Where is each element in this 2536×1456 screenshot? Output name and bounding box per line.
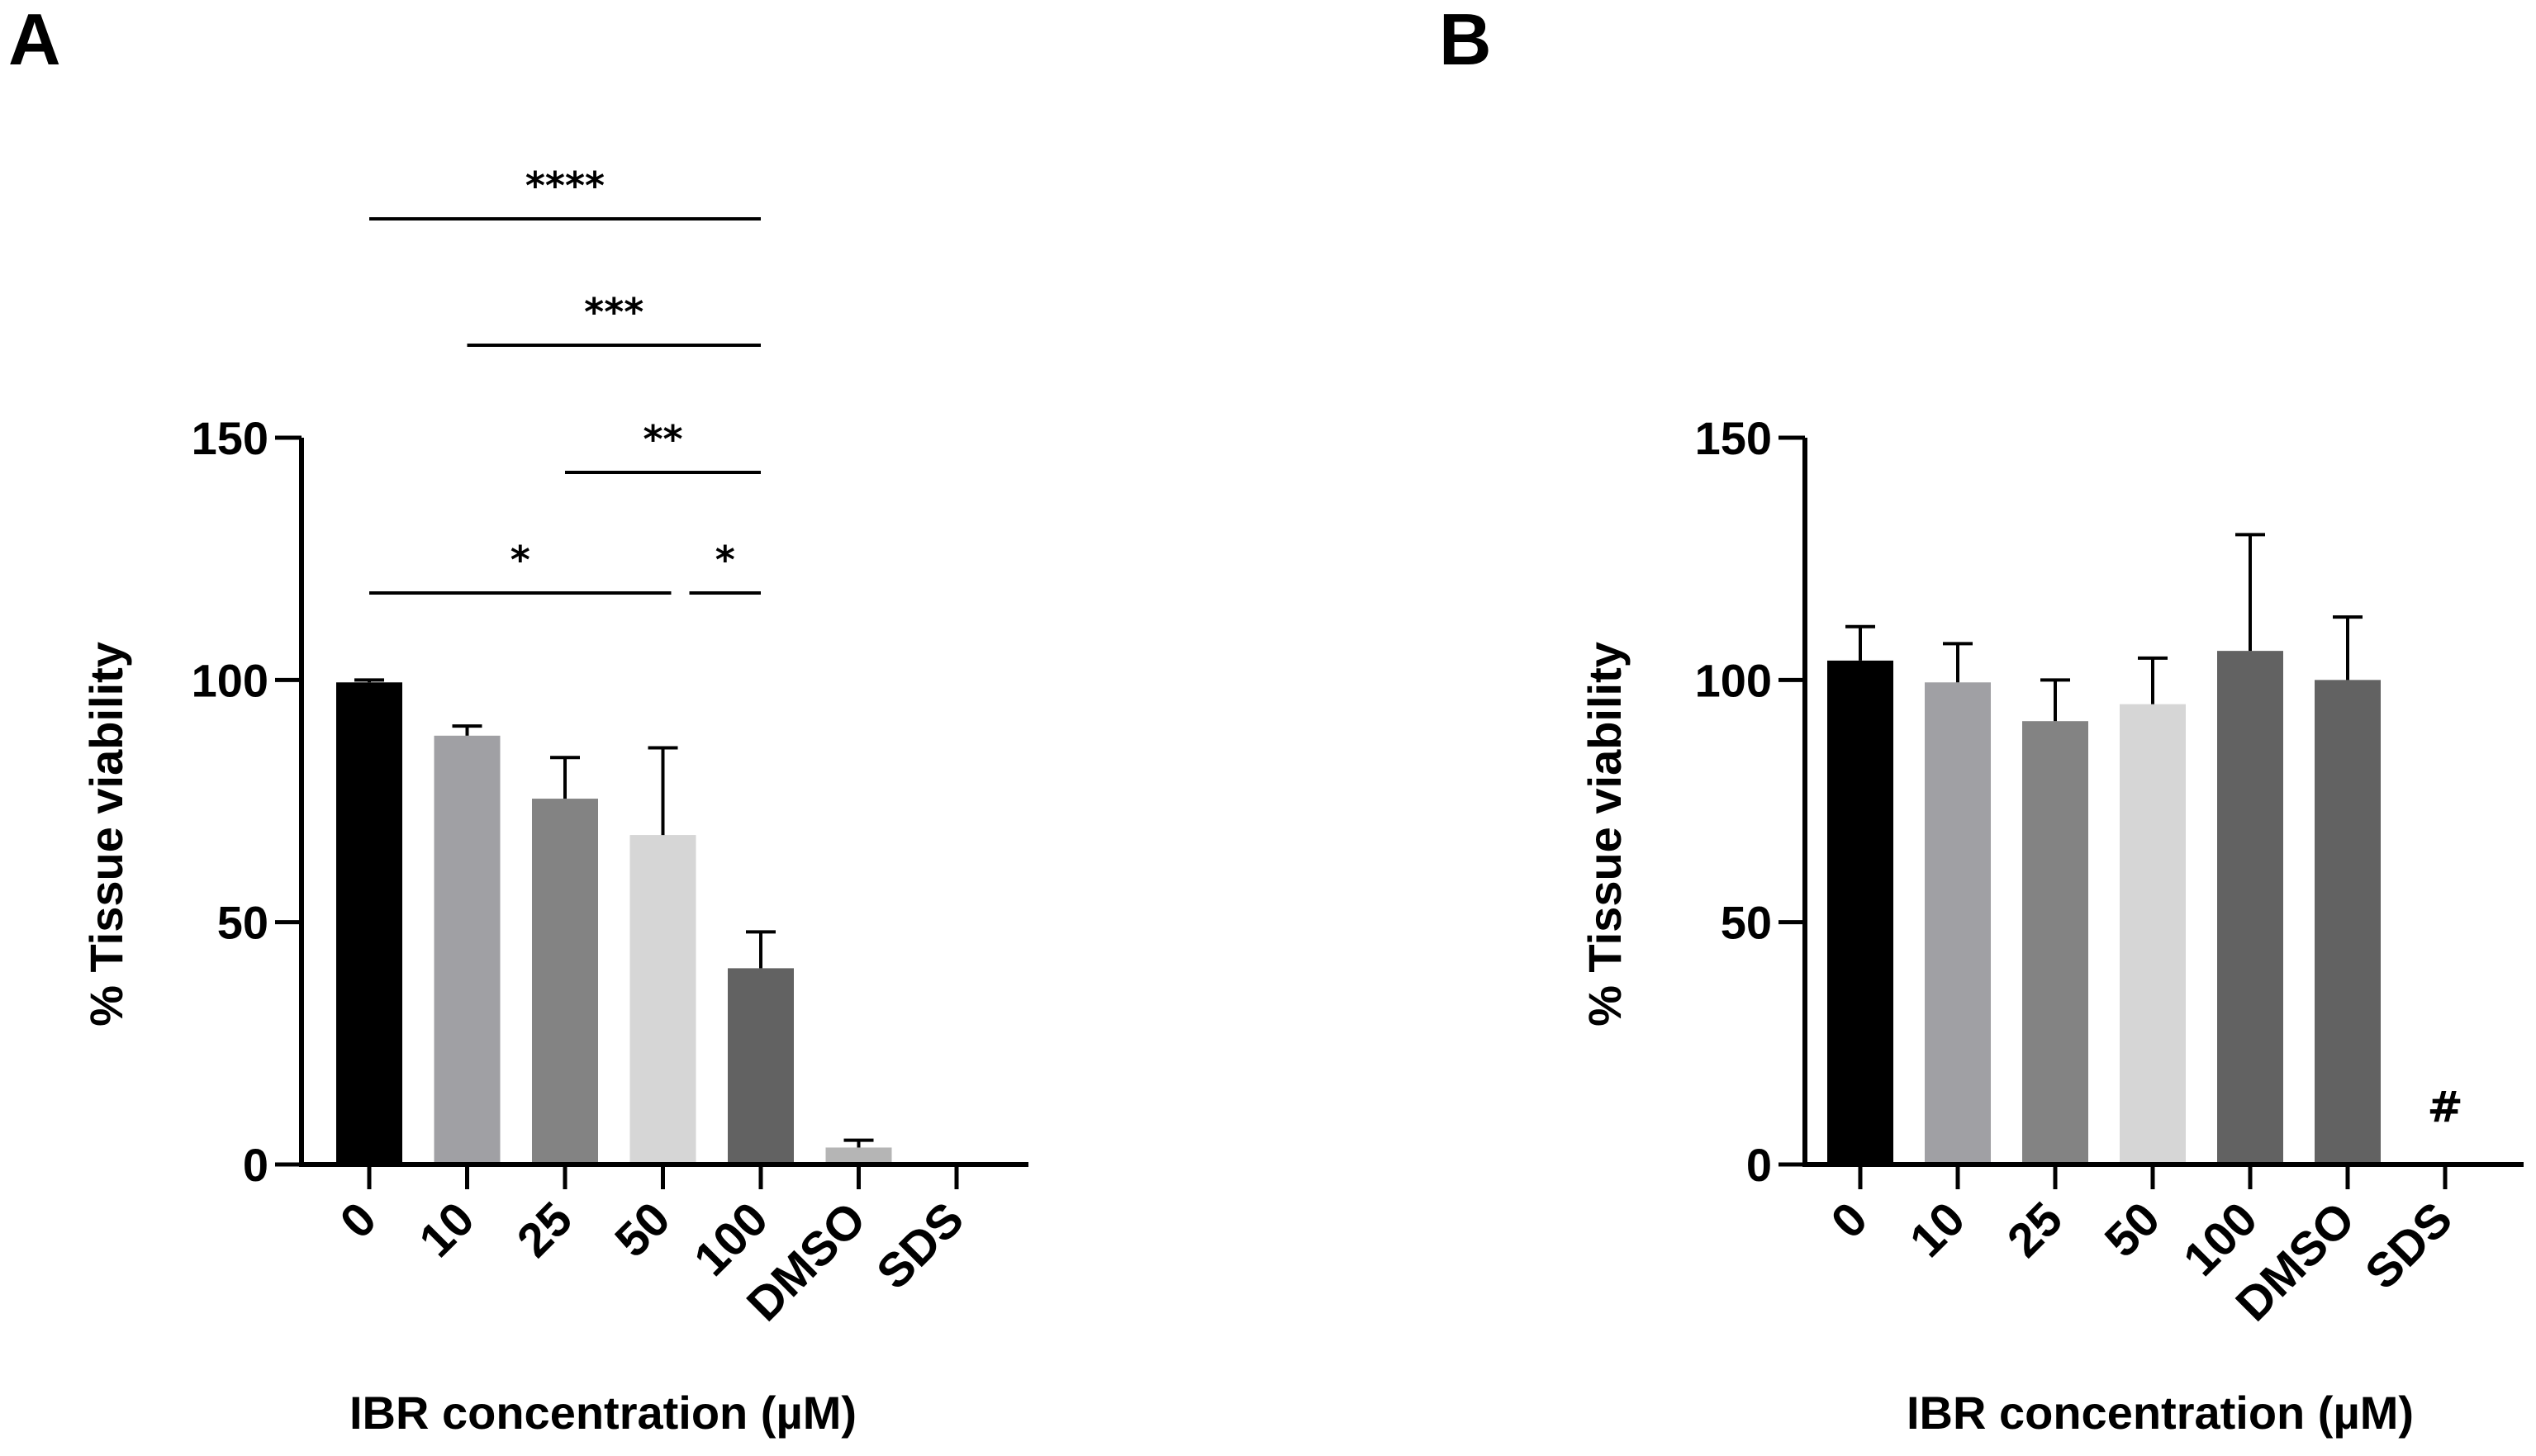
- bar-b-25: [2022, 721, 2088, 1164]
- y-tick-label-b-100: 100: [1695, 654, 1772, 706]
- x-label-a-25: 25: [507, 1192, 583, 1268]
- panel-label-b: B: [1439, 0, 1492, 80]
- y-axis-title-a: % Tissue viability: [80, 642, 132, 1027]
- bar-a-25: [532, 799, 598, 1164]
- significance-label-a-5: *: [715, 538, 735, 582]
- significance-label-a-4: *: [511, 538, 530, 582]
- x-label-b-sds: SDS: [2355, 1192, 2462, 1299]
- y-tick-label-a-100: 100: [192, 654, 268, 706]
- bar-b-0: [1827, 660, 1893, 1164]
- y-tick-label-b-0: 0: [1746, 1139, 1772, 1191]
- x-label-b-50: 50: [2095, 1192, 2171, 1268]
- y-tick-label-a-150: 150: [192, 412, 268, 464]
- x-label-a-10: 10: [409, 1192, 485, 1268]
- annotation-b-1: #: [2427, 1083, 2463, 1132]
- bar-a-dmso: [825, 1147, 892, 1164]
- x-label-b-0: 0: [1821, 1192, 1878, 1249]
- x-label-a-sds: SDS: [867, 1192, 974, 1299]
- bar-a-10: [434, 735, 501, 1164]
- x-axis-title-a: IBR concentration (µM): [349, 1387, 857, 1439]
- significance-label-a-1: ****: [525, 164, 605, 208]
- significance-label-a-3: **: [643, 417, 682, 462]
- x-label-b-25: 25: [1997, 1192, 2073, 1268]
- x-label-a-50: 50: [605, 1192, 681, 1268]
- bar-a-100: [728, 968, 794, 1164]
- y-tick-label-b-50: 50: [1721, 897, 1772, 949]
- bar-a-50: [629, 835, 696, 1164]
- bar-b-50: [2120, 704, 2186, 1164]
- bar-a-0: [336, 682, 402, 1164]
- bar-b-10: [1925, 682, 1991, 1164]
- x-axis-title-b: IBR concentration (µM): [1907, 1387, 2414, 1439]
- y-tick-label-a-0: 0: [243, 1139, 268, 1191]
- x-label-a-0: 0: [330, 1192, 387, 1249]
- bar-b-dmso: [2315, 680, 2381, 1164]
- bar-b-100: [2217, 651, 2283, 1164]
- y-tick-label-b-150: 150: [1695, 412, 1772, 464]
- y-tick-label-a-50: 50: [217, 897, 268, 949]
- significance-label-a-2: ***: [584, 290, 643, 334]
- x-label-b-10: 10: [1900, 1192, 1976, 1268]
- panel-label-a: A: [8, 0, 61, 80]
- y-axis-title-b: % Tissue viability: [1579, 642, 1631, 1027]
